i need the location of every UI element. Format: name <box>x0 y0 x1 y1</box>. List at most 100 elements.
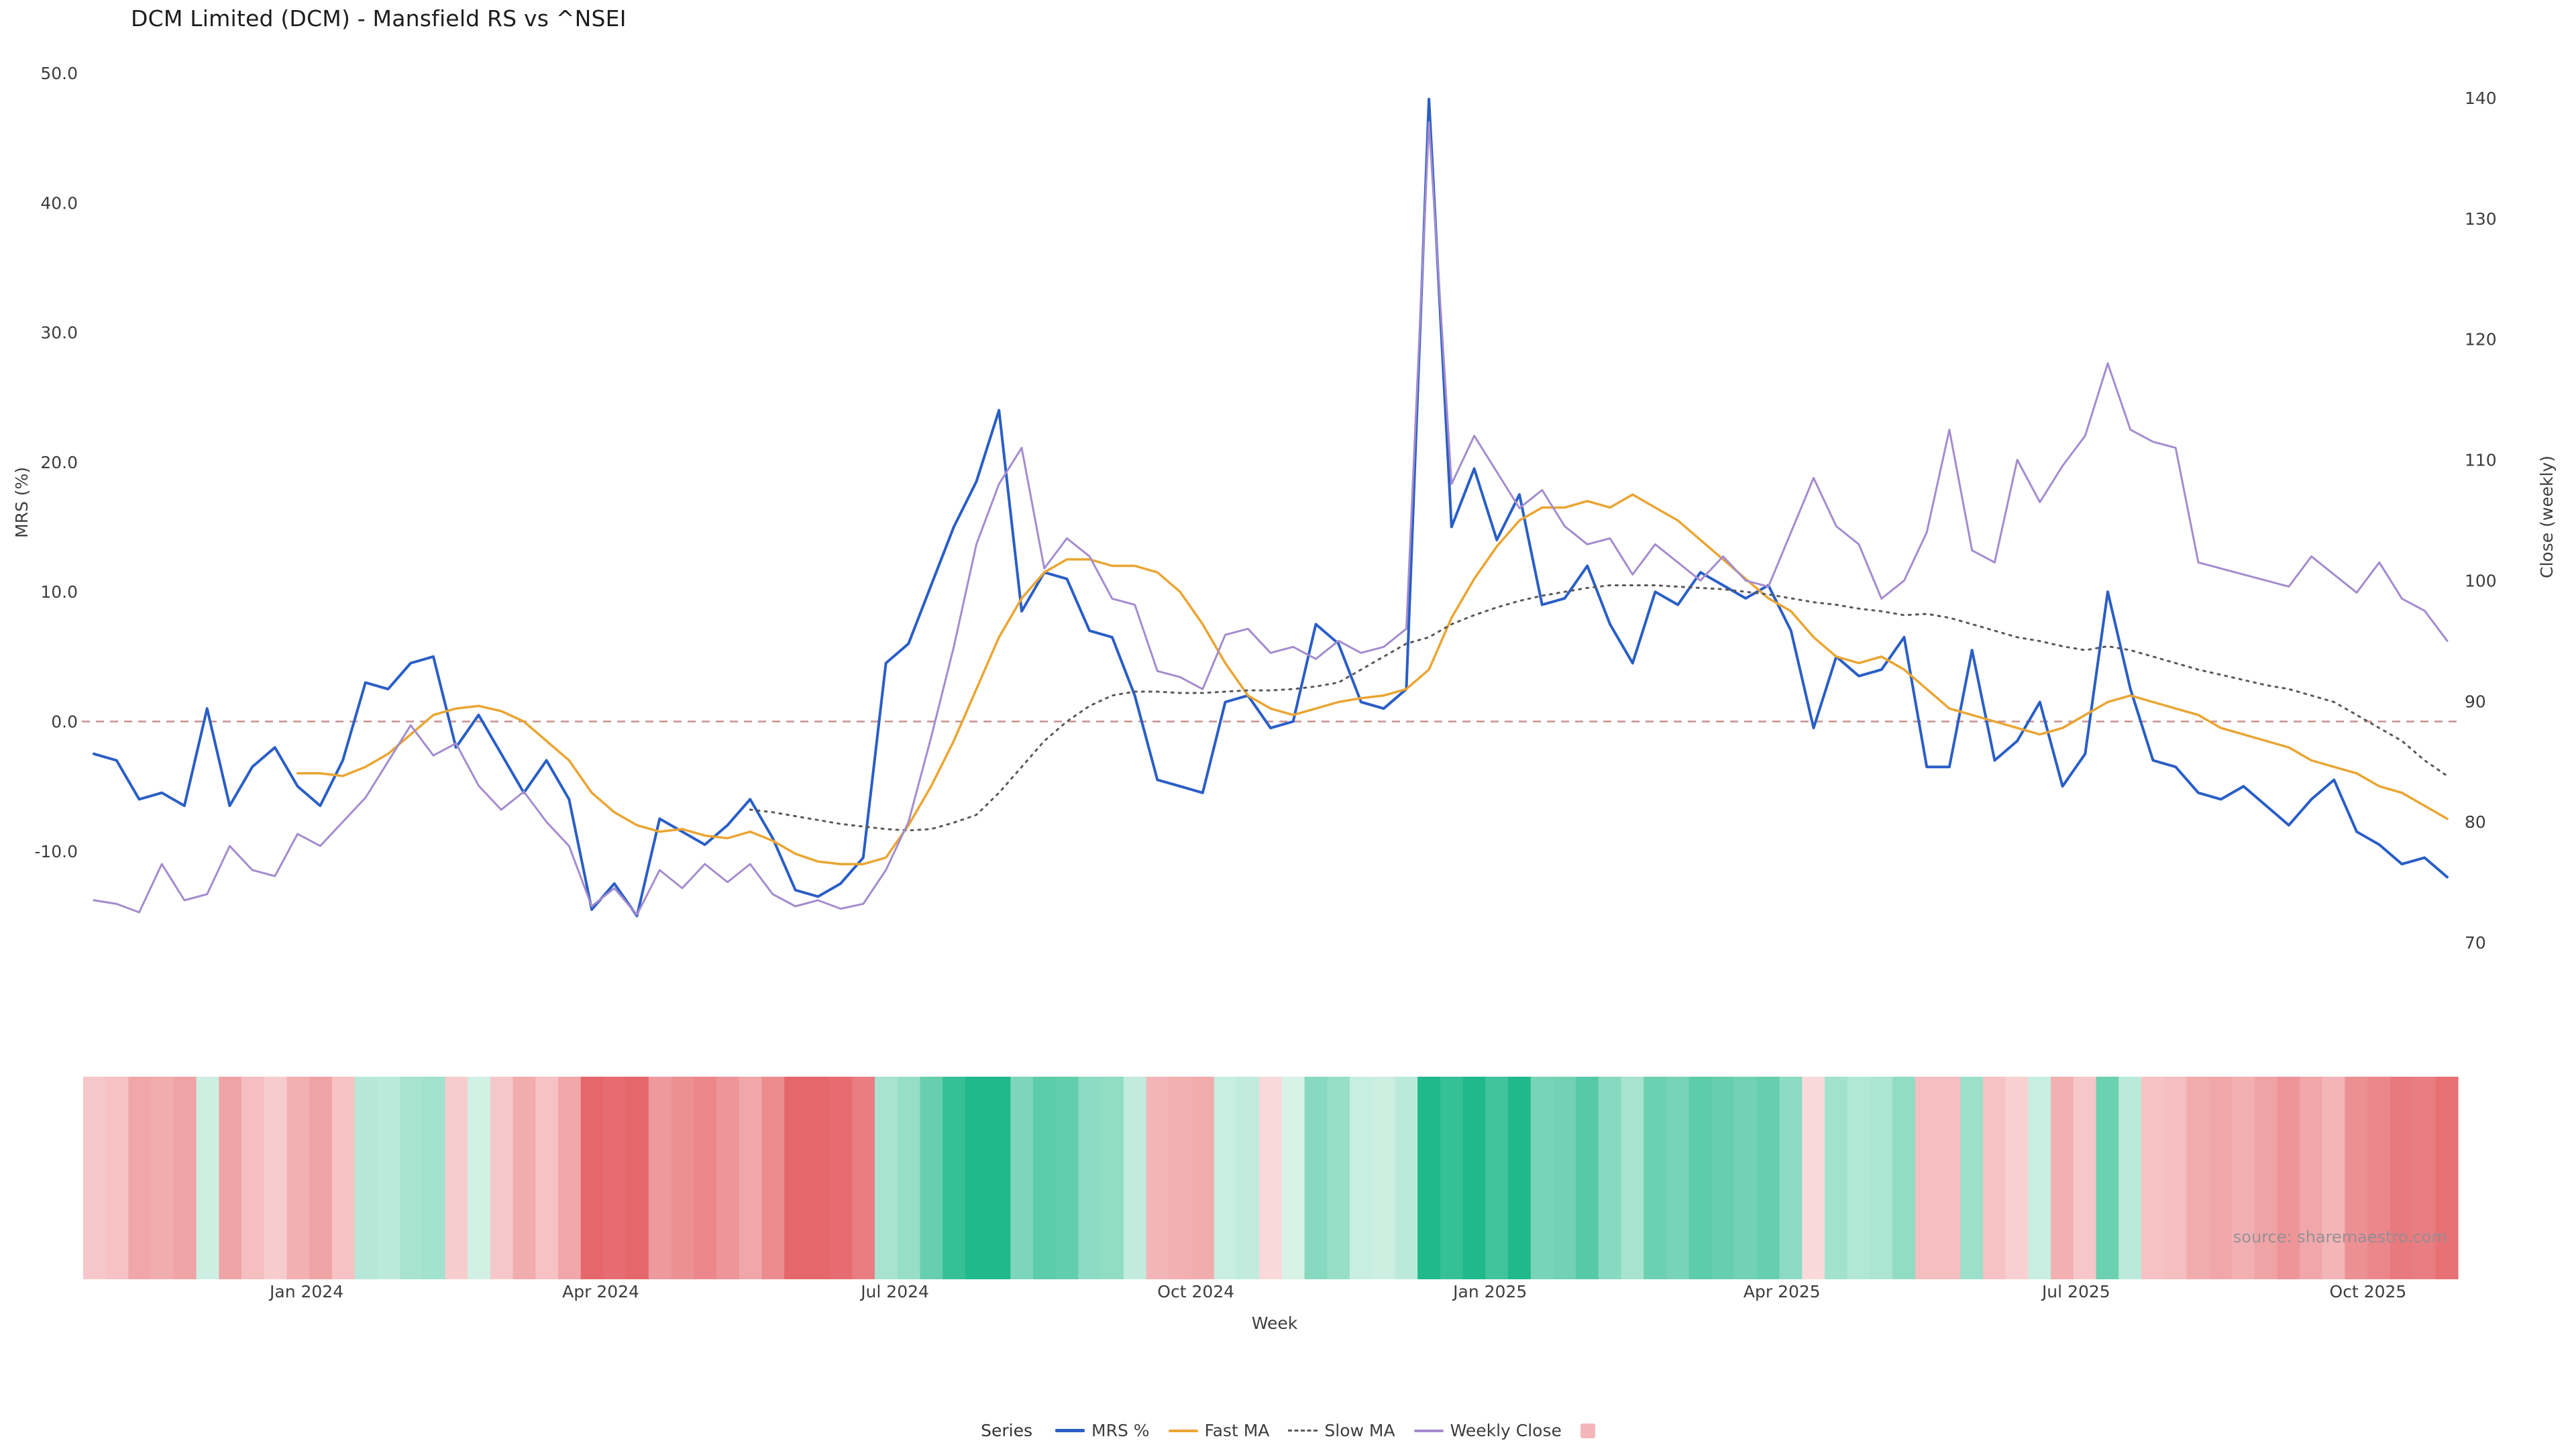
right-axis-tick-label: 110 <box>2465 451 2497 470</box>
fast-ma-line <box>296 493 2449 865</box>
heatmap-cell <box>2186 1077 2210 1279</box>
heatmap-cell <box>490 1077 514 1279</box>
heatmap-cell <box>626 1077 649 1279</box>
slow-ma-line <box>749 584 2449 832</box>
heatmap-cell <box>2412 1077 2436 1279</box>
heatmap-cell <box>1825 1077 1848 1279</box>
heatmap-cell <box>128 1077 152 1279</box>
heatmap-cell <box>1304 1077 1328 1279</box>
heatmap-cell <box>2435 1077 2459 1279</box>
heatmap-cell <box>1440 1077 1464 1279</box>
left-axis-tick-label: 30.0 <box>40 323 78 343</box>
heatmap-cell <box>558 1077 582 1279</box>
heatmap-cell <box>580 1077 604 1279</box>
heatmap-cell <box>987 1077 1011 1279</box>
heatmap-cell <box>1734 1077 1758 1279</box>
heatmap-cell <box>2118 1077 2142 1279</box>
heatmap-cell <box>920 1077 943 1279</box>
weekly-close-line-swatch <box>1413 1429 1444 1432</box>
legend-item-weekly-close[interactable]: Weekly Close <box>1413 1421 1562 1440</box>
heatmap-cell <box>2051 1077 2074 1279</box>
x-axis-tick-label: Oct 2024 <box>1157 1282 1234 1301</box>
heatmap-cell <box>2096 1077 2119 1279</box>
heatmap-cell <box>1937 1077 1961 1279</box>
heatmap-cell <box>1847 1077 1870 1279</box>
heatmap-cell <box>377 1077 400 1279</box>
heatmap-cell <box>2322 1077 2345 1279</box>
heatmap-cell <box>1236 1077 1260 1279</box>
right-axis-title: Close (weekly) <box>2537 455 2557 578</box>
legend-title: Series <box>981 1421 1033 1440</box>
heatmap-cell <box>648 1077 672 1279</box>
heatmap-cell <box>1779 1077 1803 1279</box>
heatmap-cell <box>535 1077 559 1279</box>
heatmap-cell <box>1598 1077 1622 1279</box>
heatmap-cell <box>1960 1077 1984 1279</box>
heatmap-cell <box>1417 1077 1441 1279</box>
heatmap-cell <box>1259 1077 1283 1279</box>
heatmap-cell <box>286 1077 310 1279</box>
heatmap-cell <box>1530 1077 1554 1279</box>
heatmap-cell <box>422 1077 445 1279</box>
chart-title: DCM Limited (DCM) - Mansfield RS vs ^NSE… <box>131 5 627 32</box>
heatmap-cell <box>1553 1077 1576 1279</box>
heatmap-cell <box>173 1077 197 1279</box>
legend-item-heatmap[interactable] <box>1580 1423 1595 1438</box>
x-axis-tick-label: Jan 2025 <box>1452 1282 1527 1301</box>
heatmap-cell <box>2141 1077 2165 1279</box>
right-axis-tick-label: 100 <box>2465 571 2497 590</box>
heatmap-cell <box>264 1077 287 1279</box>
heatmap-cell <box>2300 1077 2323 1279</box>
heatmap-cell <box>852 1077 875 1279</box>
heatmap-cell <box>196 1077 219 1279</box>
heatmap-cell <box>2254 1077 2277 1279</box>
heatmap-cell <box>603 1077 627 1279</box>
heatmap-cell <box>219 1077 242 1279</box>
legend-item-label: Slow MA <box>1324 1421 1395 1440</box>
heatmap-cell <box>1214 1077 1237 1279</box>
legend-item-fast-ma[interactable]: Fast MA <box>1168 1421 1270 1440</box>
right-axis-tick-label: 70 <box>2465 933 2486 953</box>
heatmap-cell <box>829 1077 853 1279</box>
heatmap-cell <box>1372 1077 1395 1279</box>
legend-item-slow-ma[interactable]: Slow MA <box>1288 1421 1395 1440</box>
heatmap-cell <box>1688 1077 1712 1279</box>
x-axis-tick-label: Apr 2024 <box>562 1282 639 1301</box>
legend: Series MRS % Fast MA Slow MA Weekly Clos… <box>0 1421 2576 1440</box>
legend-item-mrs[interactable]: MRS % <box>1055 1421 1150 1440</box>
heatmap-cell <box>1033 1077 1057 1279</box>
heatmap-cell <box>897 1077 920 1279</box>
source-watermark: source: sharemaestro.com <box>2233 1228 2447 1246</box>
heatmap-cell <box>2277 1077 2300 1279</box>
heatmap-cell <box>1802 1077 1825 1279</box>
heatmap-cell <box>1508 1077 1532 1279</box>
heatmap-cell <box>1123 1077 1147 1279</box>
left-axis-tick-label: 20.0 <box>40 453 78 472</box>
heatmap-cell <box>739 1077 762 1279</box>
heatmap-cell <box>2209 1077 2233 1279</box>
heatmap-cell <box>2163 1077 2187 1279</box>
heatmap-cell <box>1576 1077 1599 1279</box>
heatmap-cell <box>354 1077 378 1279</box>
heatmap-cell <box>400 1077 423 1279</box>
heatmap-cell <box>1915 1077 1939 1279</box>
heatmap-cell <box>1350 1077 1373 1279</box>
heatmap-cell <box>1191 1077 1215 1279</box>
heatmap-cell <box>468 1077 491 1279</box>
heatmap-cell <box>671 1077 694 1279</box>
left-axis-title: MRS (%) <box>12 466 32 538</box>
heatmap-cell <box>1101 1077 1124 1279</box>
legend-item-label: Fast MA <box>1204 1421 1270 1440</box>
heatmap-cell <box>1892 1077 1916 1279</box>
heatmap-cell <box>806 1077 830 1279</box>
heatmap-cell <box>1621 1077 1644 1279</box>
heatmap-cell <box>2390 1077 2414 1279</box>
heatmap-cell <box>1485 1077 1509 1279</box>
heatmap-cell <box>2231 1077 2255 1279</box>
heatmap-cell <box>1169 1077 1192 1279</box>
heatmap-cell <box>875 1077 898 1279</box>
right-axis-tick-label: 120 <box>2465 330 2497 350</box>
heatmap-cell <box>309 1077 333 1279</box>
heatmap-cell <box>1078 1077 1102 1279</box>
heatmap-cell <box>784 1077 808 1279</box>
